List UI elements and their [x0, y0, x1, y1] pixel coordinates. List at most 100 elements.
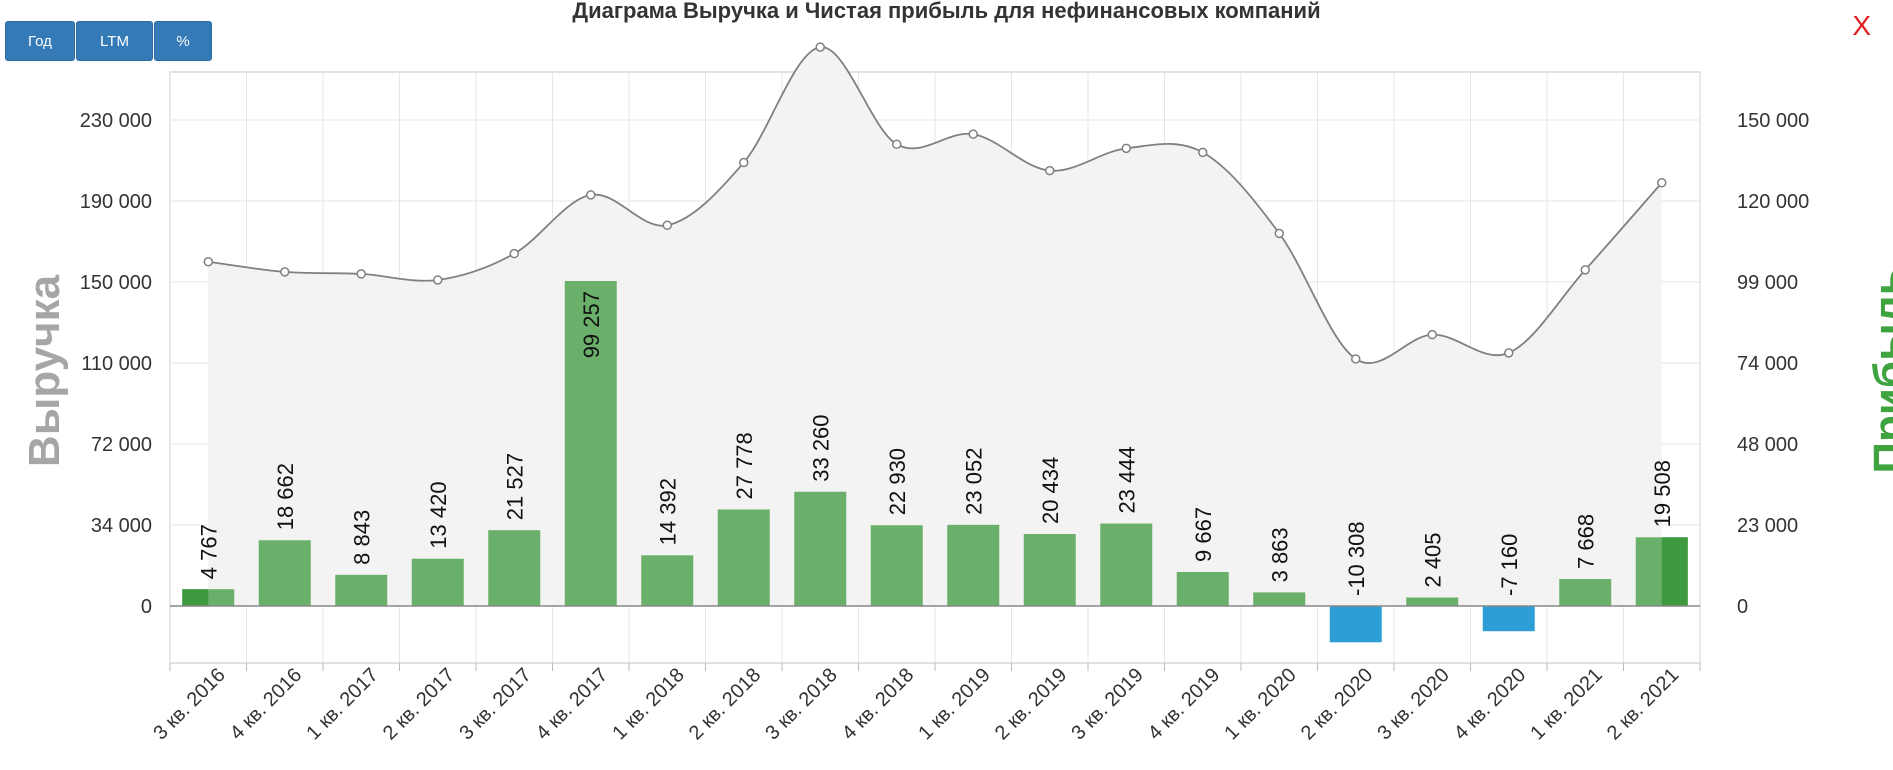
- profit-data-label: 14 392: [655, 478, 680, 545]
- right-tick-label: 120 000: [1737, 191, 1809, 213]
- x-axis-label: 4 кв. 2020: [1450, 664, 1530, 744]
- profit-bar: [1559, 578, 1612, 606]
- right-tick-label: 48 000: [1737, 434, 1798, 456]
- revenue-point: [662, 220, 672, 231]
- x-axis-label: 4 кв. 2016: [226, 664, 306, 744]
- profit-bar: [564, 281, 617, 606]
- profit-data-label: 33 260: [808, 414, 833, 481]
- revenue-point: [280, 267, 290, 277]
- profit-data-label: -7 160: [1497, 534, 1522, 596]
- profit-data-label: 21 527: [502, 453, 527, 520]
- left-tick-label: 0: [141, 596, 152, 618]
- profit-bar: [1100, 523, 1153, 606]
- profit-data-label: 3 863: [1267, 527, 1292, 582]
- profit-data-label: 99 257: [579, 291, 604, 358]
- chart-title: Диаграма Выручка и Чистая прибыль для не…: [572, 0, 1321, 23]
- revenue-point: [1351, 354, 1361, 364]
- left-tick-label: 110 000: [81, 353, 152, 375]
- profit-data-label: 7 668: [1573, 514, 1598, 569]
- profit-bar-highlight: [1661, 537, 1688, 606]
- profit-data-label: 23 052: [961, 448, 986, 515]
- profit-bar: [1023, 534, 1076, 606]
- x-axis-label: 2 кв. 2021: [1603, 664, 1683, 744]
- year-button[interactable]: Год: [5, 21, 75, 61]
- revenue-point: [586, 190, 596, 200]
- left-tick-label: 190 000: [80, 191, 152, 213]
- revenue-point: [1198, 147, 1208, 158]
- x-axis-label: 2 кв. 2019: [991, 664, 1071, 744]
- x-axis-label: 1 кв. 2019: [914, 664, 994, 744]
- revenue-point: [739, 157, 749, 168]
- x-axis-label: 2 кв. 2018: [685, 664, 765, 744]
- profit-data-label: 4 767: [196, 524, 221, 579]
- x-axis-label: 2 кв. 2020: [1297, 664, 1377, 744]
- x-axis-label: 1 кв. 2021: [1526, 664, 1606, 744]
- revenue-point: [356, 269, 366, 279]
- profit-data-label: 13 420: [426, 481, 451, 548]
- revenue-point: [1504, 348, 1514, 358]
- profit-bar: [258, 540, 311, 606]
- right-tick-label: 0: [1737, 596, 1748, 618]
- profit-bar: [1176, 571, 1229, 606]
- profit-data-label: 2 405: [1420, 532, 1445, 587]
- right-tick-label: 23 000: [1737, 515, 1798, 537]
- close-button[interactable]: X: [1852, 10, 1871, 41]
- ltm-button[interactable]: LTM: [76, 21, 153, 61]
- revenue-point: [1045, 165, 1055, 176]
- x-axis-label: 1 кв. 2017: [302, 664, 382, 744]
- profit-bar: [488, 530, 541, 606]
- revenue-point: [1580, 265, 1590, 275]
- profit-bar: [1482, 606, 1535, 632]
- profit-bar: [870, 525, 923, 606]
- profit-data-label: -10 308: [1344, 521, 1369, 596]
- profit-bar: [1329, 606, 1382, 643]
- right-tick-label: 150 000: [1737, 110, 1809, 132]
- percent-button[interactable]: %: [154, 21, 212, 61]
- x-axis-label: 3 кв. 2019: [1067, 664, 1147, 744]
- x-axis-label: 3 кв. 2020: [1373, 664, 1453, 744]
- x-axis-label: 2 кв. 2017: [379, 664, 459, 744]
- x-axis-label: 4 кв. 2017: [532, 664, 612, 744]
- x-axis-label: 3 кв. 2018: [761, 664, 841, 744]
- left-tick-label: 150 000: [80, 272, 152, 294]
- profit-bar: [1406, 597, 1459, 606]
- right-tick-label: 99 000: [1737, 272, 1798, 294]
- profit-data-label: 20 434: [1038, 457, 1063, 524]
- profit-bar: [335, 574, 388, 606]
- revenue-point: [203, 257, 213, 267]
- x-axis-label: 4 кв. 2018: [838, 664, 918, 744]
- period-toolbar: Год LTM %: [5, 21, 213, 61]
- profit-data-label: 27 778: [732, 432, 757, 499]
- revenue-point: [892, 139, 902, 150]
- revenue-point: [509, 248, 519, 259]
- profit-bar: [794, 491, 847, 606]
- profit-data-label: 19 508: [1650, 460, 1675, 527]
- revenue-point: [968, 129, 978, 139]
- revenue-point: [1657, 178, 1667, 188]
- left-tick-label: 230 000: [80, 110, 152, 132]
- profit-data-label: 23 444: [1114, 446, 1139, 513]
- profit-data-label: 9 667: [1191, 507, 1216, 562]
- profit-data-label: 22 930: [885, 448, 910, 515]
- x-axis-label: 1 кв. 2020: [1220, 664, 1300, 744]
- profit-bar: [1253, 592, 1306, 606]
- left-tick-label: 72 000: [91, 434, 152, 456]
- revenue-point: [1274, 228, 1284, 239]
- profit-bar: [717, 509, 770, 606]
- profit-data-label: 18 662: [273, 463, 298, 530]
- revenue-point: [815, 42, 825, 52]
- x-axis-label: 3 кв. 2016: [149, 664, 229, 744]
- profit-bar: [641, 555, 694, 606]
- right-tick-label: 74 000: [1737, 353, 1798, 375]
- profit-data-label: 8 843: [349, 510, 374, 565]
- left-tick-label: 34 000: [91, 515, 152, 537]
- profit-bar-highlight: [182, 589, 209, 606]
- x-axis-label: 3 кв. 2017: [455, 664, 535, 744]
- profit-bar: [411, 558, 464, 606]
- revenue-point: [433, 275, 443, 285]
- profit-bar: [947, 524, 1000, 606]
- revenue-point: [1427, 329, 1437, 340]
- x-axis-label: 1 кв. 2018: [608, 664, 688, 744]
- x-axis-label: 4 кв. 2019: [1144, 664, 1224, 744]
